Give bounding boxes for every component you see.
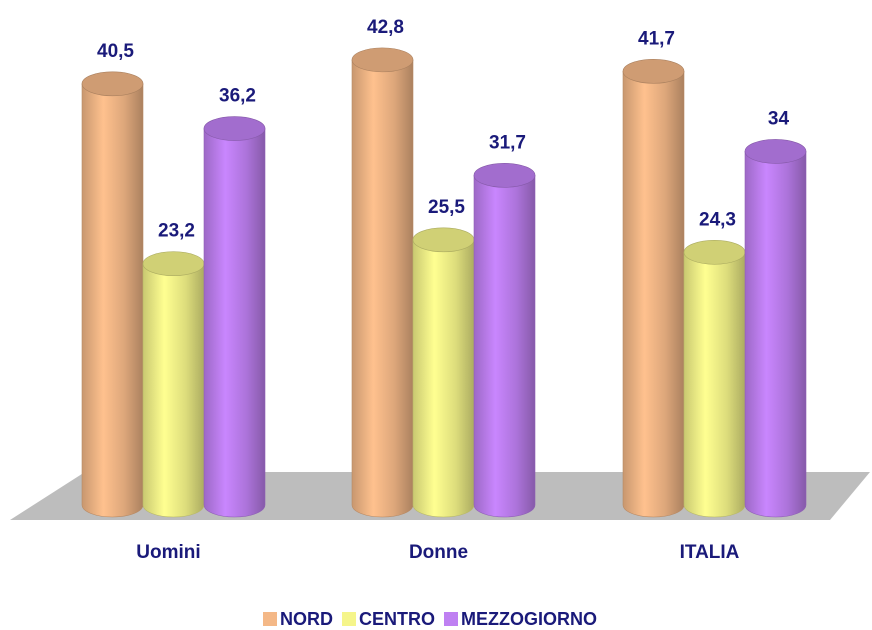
bar [81,83,144,518]
legend-swatch [444,612,458,626]
legend-label: CENTRO [359,609,435,629]
bar [412,239,475,518]
value-label: 42,8 [367,17,404,38]
bar [142,263,205,518]
value-label: 23,2 [158,221,195,242]
value-label: 34 [768,108,790,129]
bar-cap [142,251,205,277]
bar-cap [351,47,414,73]
value-label: 40,5 [97,41,134,62]
bar [622,71,685,518]
bar [473,175,536,518]
bar-cap [203,116,266,141]
bar [683,251,746,518]
bar-cap [622,59,685,84]
bar [744,151,807,518]
bar [351,59,414,518]
value-label: 36,2 [219,86,256,107]
bar-cap [683,239,746,265]
bar [203,128,266,518]
x-tick-label: Donne [409,542,468,563]
bar-cap [473,163,536,188]
x-tick-label: Uomini [136,542,200,563]
legend-swatch [342,612,356,626]
bar-cap [744,139,807,164]
value-label: 31,7 [489,132,526,153]
bar-cap [412,227,475,253]
legend-label: NORD [280,609,333,629]
legend-label: MEZZOGIORNO [461,609,597,629]
value-label: 41,7 [638,28,675,49]
bar-cap [81,71,144,97]
value-label: 25,5 [428,197,465,218]
value-label: 24,3 [699,209,736,230]
x-tick-label: ITALIA [680,542,740,563]
legend-swatch [263,612,277,626]
